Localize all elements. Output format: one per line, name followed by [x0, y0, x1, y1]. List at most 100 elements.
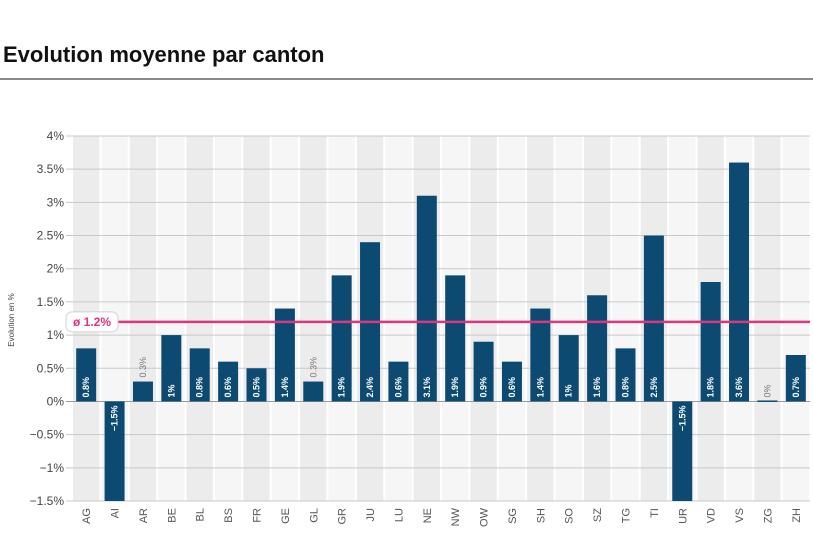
x-tick-label: GL [308, 508, 320, 523]
y-tick-label: −1% [40, 461, 65, 475]
data-label: 1.4% [535, 377, 545, 398]
bar [615, 348, 636, 402]
bar [785, 355, 806, 402]
data-label: 0.6% [393, 377, 403, 398]
data-label: 1.9% [450, 377, 460, 398]
x-tick-label: AG [81, 508, 93, 524]
x-axis-labels: AG AI AR BE BL BS FR GE GL GR JU LU NE NW OW SG SH SO SZ TG… [81, 507, 803, 527]
x-tick-label: BS [223, 508, 235, 523]
bar [530, 308, 551, 402]
bar [331, 275, 352, 402]
x-tick-label: VD [706, 508, 718, 523]
y-tick-label: 4% [47, 129, 65, 143]
bar [416, 195, 437, 402]
x-tick-label: SZ [592, 508, 604, 522]
bar [388, 361, 409, 402]
data-label: 2.5% [649, 377, 659, 398]
column-band [782, 136, 809, 501]
average-line-group: ø 1.2% [65, 311, 810, 333]
x-tick-label: AI [110, 508, 122, 518]
column-band [612, 136, 639, 501]
x-tick-label: LU [393, 508, 405, 522]
data-label: 1% [564, 384, 574, 397]
bar [729, 162, 750, 402]
data-label: −1.5% [677, 405, 687, 431]
x-tick-label: SO [564, 508, 576, 524]
bar [218, 361, 239, 402]
bar [104, 401, 125, 501]
column-band [498, 136, 526, 501]
x-tick-label: GE [280, 508, 292, 524]
data-label: 0.9% [479, 377, 489, 398]
y-tick-label: −1.5% [30, 494, 65, 508]
data-label: 0.6% [507, 377, 517, 398]
y-tick-label: −0.5% [30, 428, 65, 442]
x-tick-label: SH [535, 508, 547, 523]
y-tick-label: 1% [47, 328, 65, 342]
bar [76, 348, 97, 402]
bar [672, 401, 693, 501]
data-label: 0.8% [621, 377, 631, 398]
data-label: 3.1% [422, 377, 432, 398]
y-tick-label: 3.5% [37, 162, 65, 176]
bars [76, 162, 806, 501]
average-label-box [65, 311, 119, 333]
data-label: 0.3% [138, 357, 148, 378]
y-tick-label: 3% [47, 195, 65, 209]
x-tick-label: BE [166, 508, 178, 523]
bar [132, 381, 153, 402]
column-band [186, 136, 213, 501]
bar [274, 308, 295, 402]
data-label: 0.7% [791, 377, 801, 398]
x-tick-label: JU [365, 508, 377, 522]
bar [473, 341, 494, 402]
title-divider [0, 78, 813, 80]
y-axis-ticks: 4% 3.5% 3% 2.5% 2% 1.5% 1% 0.5% 0% −0.5% −1% −1.5% [30, 129, 65, 508]
x-tick-label: ZG [762, 508, 774, 523]
bar [161, 335, 182, 402]
column-band [300, 136, 327, 501]
column-band [385, 136, 412, 501]
x-tick-label: OW [479, 507, 491, 527]
x-tick-label: VS [734, 508, 746, 523]
y-axis-label: Evolution en % [7, 293, 16, 346]
data-label: 0.5% [252, 377, 262, 398]
data-label: 0.3% [308, 357, 318, 378]
y-tick-label: 1.5% [37, 295, 65, 309]
y-tick-label: 0.5% [37, 361, 65, 375]
average-label: ø 1.2% [73, 315, 111, 329]
x-tick-label: TG [621, 508, 633, 523]
bar [303, 381, 324, 402]
bar [501, 361, 522, 402]
x-tick-label: GR [337, 508, 349, 525]
x-tick-label: NE [422, 508, 434, 523]
y-tick-label: 2.5% [37, 229, 65, 243]
data-label: 0% [762, 384, 772, 397]
data-label: 1.4% [280, 377, 290, 398]
bar [643, 235, 664, 402]
x-tick-label: SG [507, 508, 519, 524]
data-label: 3.6% [734, 377, 744, 398]
x-tick-label: ZH [791, 508, 803, 523]
x-tick-label: BL [195, 508, 207, 521]
column-band [754, 136, 781, 501]
x-tick-label: NW [450, 507, 462, 526]
data-label: −1.5% [110, 405, 120, 431]
page-title: Evolution moyenne par canton [3, 42, 325, 67]
data-label: 0.8% [81, 377, 91, 398]
bar [445, 275, 466, 402]
bar [189, 348, 210, 402]
column-bands [73, 136, 809, 501]
column-band [555, 136, 582, 501]
x-tick-label: TI [649, 508, 661, 518]
data-label: 1.6% [592, 377, 602, 398]
x-tick-label: FR [252, 508, 264, 523]
bar [558, 335, 579, 402]
y-tick-label: 2% [47, 262, 65, 276]
column-band [158, 136, 185, 501]
x-tick-label: UR [677, 508, 689, 524]
y-tick-label: 0% [47, 394, 65, 408]
data-labels: 0.8% −1.5% 0.3% 1% 0.8% 0.6% 0.5% 1.4% 0.3% 1.9% 2… [81, 357, 801, 431]
data-label: 0.6% [223, 377, 233, 398]
